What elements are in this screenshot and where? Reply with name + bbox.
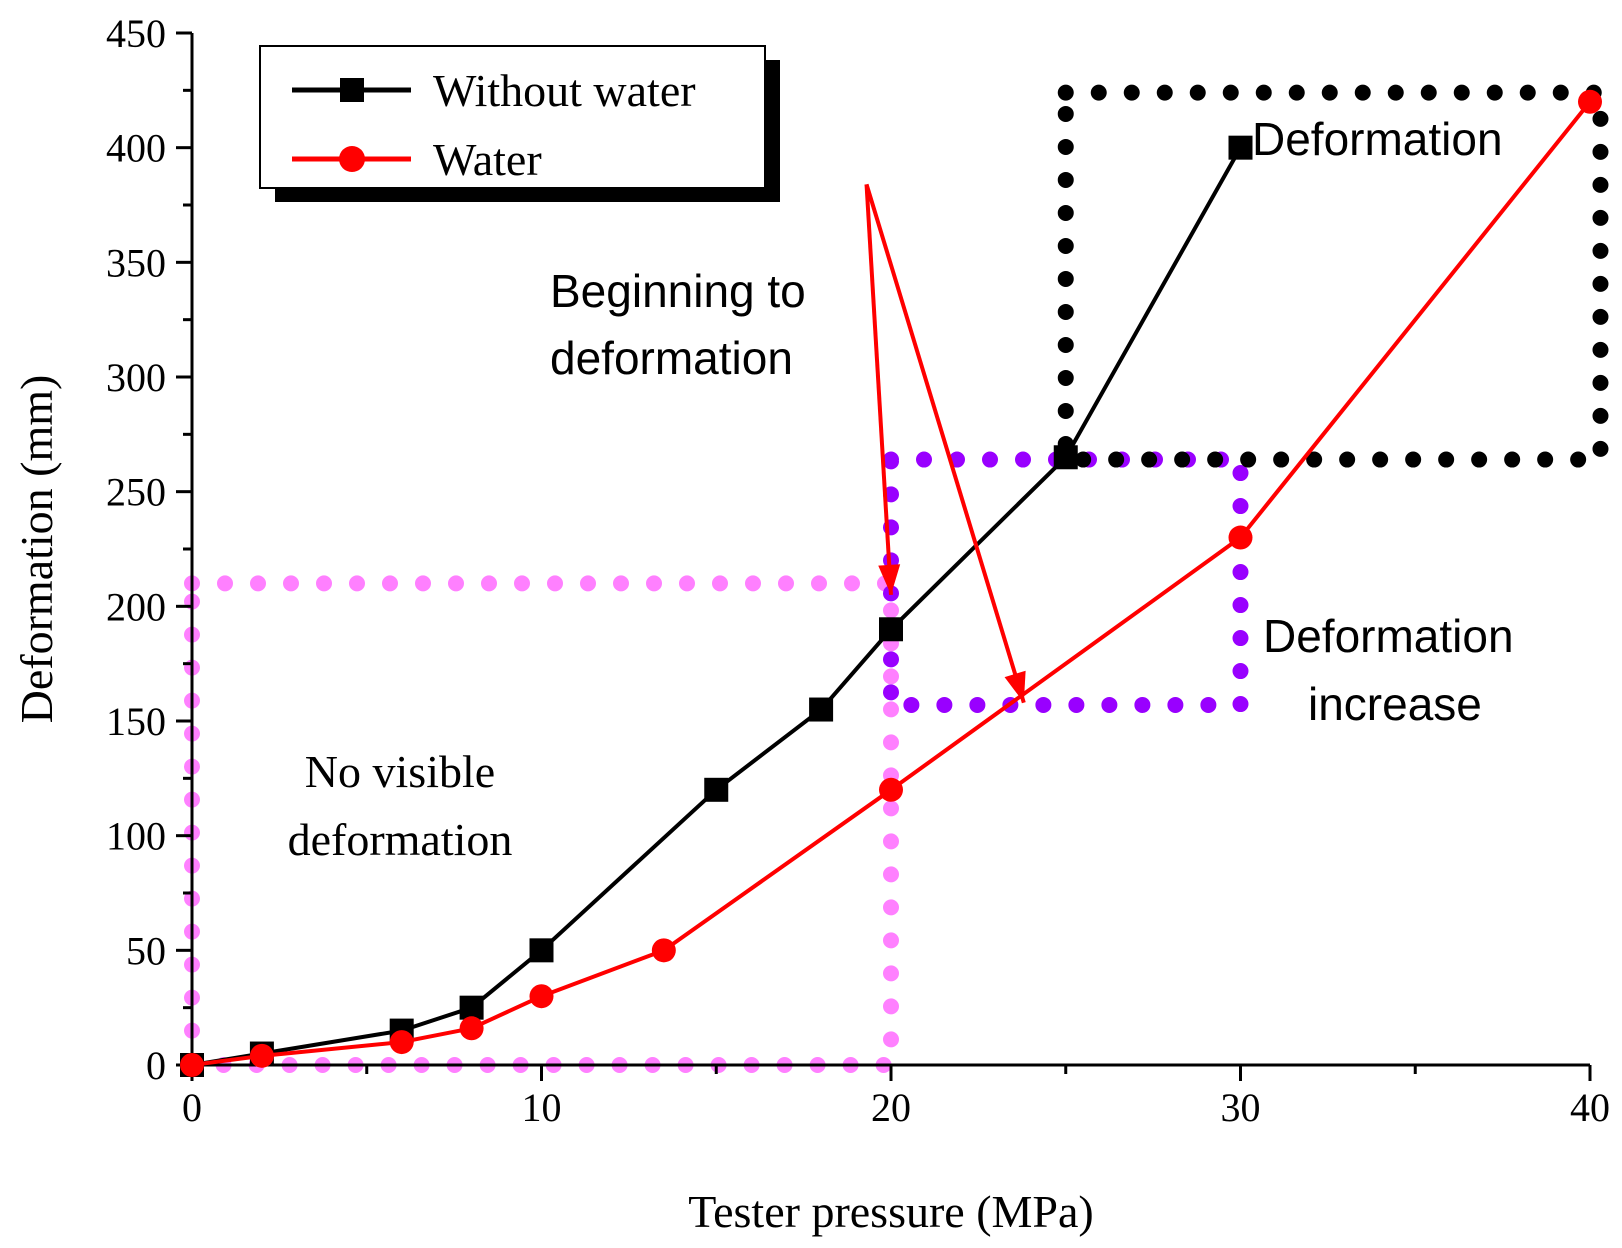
- data-point-without-water: [879, 617, 903, 642]
- annotation-deformation: Deformation: [1252, 113, 1503, 165]
- x-axis-title: Tester pressure (MPa): [688, 1186, 1094, 1237]
- annotation-no-visible-1: No visible: [305, 746, 495, 797]
- legend: Without water Water: [259, 45, 780, 202]
- x-tick-label: 30: [1221, 1085, 1261, 1130]
- deformation-box: [1057, 84, 1609, 468]
- arrow-head: [878, 564, 901, 595]
- y-tick-label: 100: [106, 814, 166, 859]
- data-point-water: [180, 1053, 204, 1077]
- data-point-water: [459, 1016, 484, 1041]
- legend-label-water: Water: [433, 134, 542, 185]
- x-tick-label: 20: [871, 1085, 911, 1130]
- series-line-without-water: [191, 146, 1243, 1067]
- data-point-without-water: [529, 938, 554, 963]
- data-series: [180, 89, 1602, 1077]
- deformation-increase-box: [883, 451, 1249, 713]
- data-point-water: [249, 1043, 274, 1068]
- arrow-line: [864, 184, 893, 595]
- y-tick-label: 450: [106, 11, 166, 56]
- y-tick-label: 350: [106, 240, 166, 285]
- y-tick-label: 150: [106, 699, 166, 744]
- y-axis-title: Deformation (mm): [11, 375, 62, 724]
- data-point-without-water: [1053, 445, 1078, 470]
- data-point-without-water: [704, 777, 729, 802]
- y-tick-label: 400: [106, 126, 166, 171]
- data-point-water: [529, 984, 554, 1009]
- annotation-beginning-1: Beginning to: [550, 265, 806, 317]
- y-tick-label: 50: [126, 928, 166, 973]
- y-tick-label: 200: [106, 584, 166, 629]
- annotation-increase-2: increase: [1308, 678, 1482, 730]
- legend-marker-square: [340, 78, 364, 102]
- legend-label-without-water: Without water: [433, 65, 696, 116]
- annotation-arrows: [864, 183, 1026, 704]
- data-point-without-water: [459, 995, 484, 1020]
- data-point-water: [389, 1030, 414, 1055]
- y-tick-label: 300: [106, 355, 166, 400]
- annotation-beginning-2: deformation: [550, 332, 793, 384]
- data-point-water: [1578, 89, 1602, 114]
- x-tick-label: 10: [522, 1085, 562, 1130]
- arrow-line: [864, 183, 1026, 704]
- data-point-without-water: [1228, 135, 1253, 160]
- data-point-water: [879, 777, 903, 802]
- data-point-water: [651, 938, 676, 963]
- data-point-without-water: [809, 697, 834, 722]
- x-tick-label: 40: [1570, 1085, 1610, 1130]
- y-tick-label: 250: [106, 470, 166, 515]
- legend-marker-circle: [339, 146, 365, 172]
- arrow-head: [1004, 670, 1026, 703]
- annotation-increase-1: Deformation: [1263, 610, 1514, 662]
- data-point-water: [1228, 525, 1253, 550]
- region-boxes: [184, 84, 1609, 1074]
- x-tick-label: 0: [182, 1085, 202, 1130]
- annotation-no-visible-2: deformation: [288, 814, 513, 865]
- y-tick-label: 0: [146, 1043, 166, 1088]
